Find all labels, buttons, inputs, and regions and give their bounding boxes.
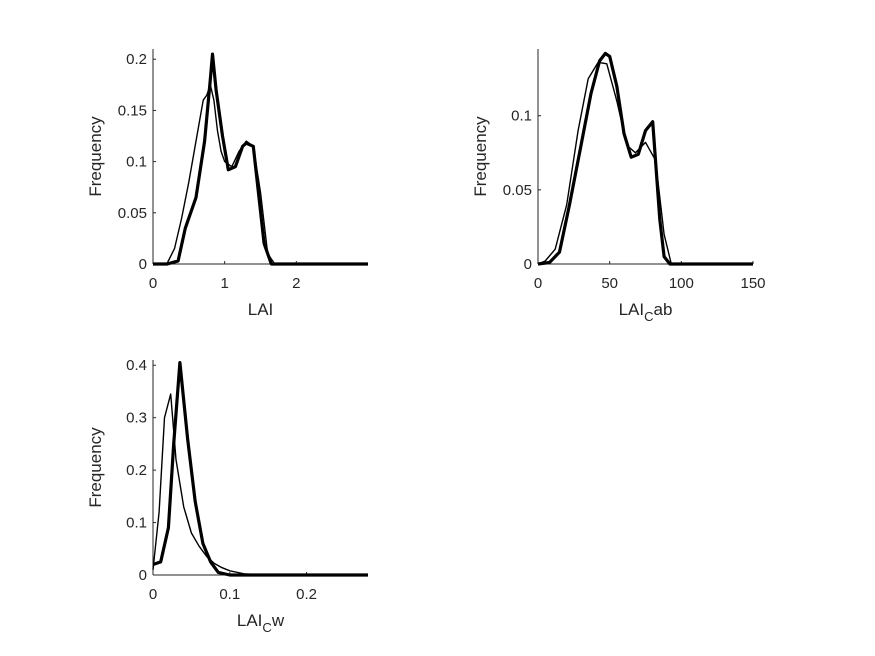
x-axis-label-main: LAI [619,300,645,319]
x-tick-label: 50 [601,275,618,292]
y-tick-label: 0 [524,256,532,273]
y-tick-label: 0.1 [126,515,147,532]
y-tick-label: 0.4 [126,357,147,374]
x-axis-label: LAI [248,300,274,319]
x-axis-label-subscript: C [644,309,653,324]
x-tick-label: 0 [149,586,157,603]
x-tick-label: 0 [534,275,542,292]
y-tick-label: 0.1 [511,108,532,125]
chart-panel-lai: 0 1 2 0 0.05 0.1 0.15 0.2 Frequency LAI [86,49,368,319]
y-tick-label: 0.1 [126,154,147,171]
x-axis-label: LAICab [619,300,673,324]
series-line-thick [152,361,368,577]
y-axis-label: Frequency [471,116,490,197]
x-axis-label-subscript: C [262,620,271,635]
y-axis-label: Frequency [86,427,105,508]
chart-panel-laicab: 0 50 100 150 0 0.05 0.1 Frequency LAICab [471,49,766,324]
x-tick-label: 100 [669,275,694,292]
x-axis-label: LAICw [237,611,285,635]
series-line-thick [153,52,368,266]
x-axis-label-main: LAI [237,611,263,630]
y-tick-label: 0 [139,256,147,273]
y-tick-label: 0 [139,567,147,584]
x-axis-label-main: LAI [248,300,274,319]
x-tick-label: 0.1 [219,586,240,603]
x-tick-label: 0 [149,275,157,292]
x-tick-label: 1 [220,275,228,292]
x-tick-label: 0.2 [296,586,317,603]
x-axis-label-suffix: ab [654,300,673,319]
y-tick-label: 0.15 [118,102,147,119]
series-line-thick [537,51,753,266]
y-tick-label: 0.05 [503,182,532,199]
y-tick-label: 0.2 [126,462,147,479]
x-axis-label-suffix: w [271,611,285,630]
series-line-thin [537,61,753,265]
y-axis-label: Frequency [86,116,105,197]
y-tick-label: 0.2 [126,51,147,68]
y-tick-label: 0.05 [118,205,147,222]
x-tick-label: 2 [292,275,300,292]
y-tick-label: 0.3 [126,410,147,427]
x-tick-label: 150 [740,275,765,292]
chart-panel-laicw: 0 0.1 0.2 0 0.1 0.2 0.3 0.4 Frequency LAICw [86,357,368,635]
